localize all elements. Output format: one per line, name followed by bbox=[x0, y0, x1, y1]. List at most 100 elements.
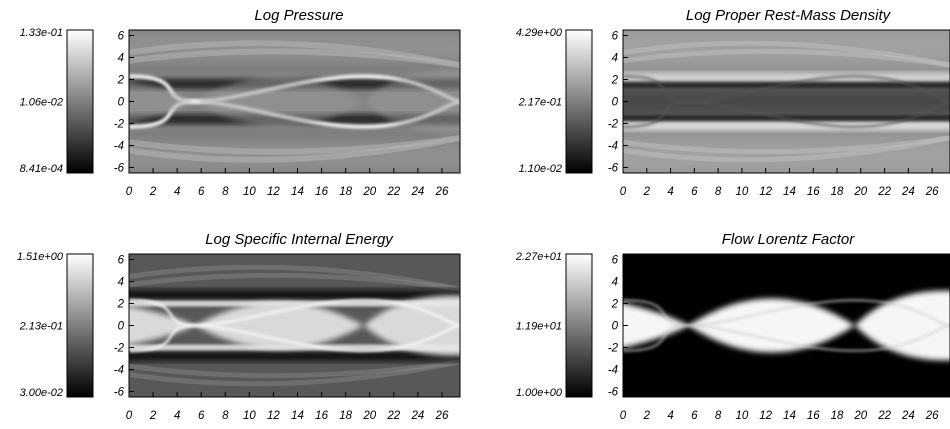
panel1-ytick-label: -6 bbox=[114, 163, 125, 175]
panel3-xtick-label: 20 bbox=[362, 410, 376, 422]
panel2-xtick-label: 10 bbox=[736, 186, 749, 198]
panel1-colorbar-max-label: 1.33e-01 bbox=[20, 27, 63, 39]
panel4-ytick-label: -4 bbox=[608, 365, 618, 377]
panel1: Log Pressure1.33e-011.06e-028.41e-046420… bbox=[20, 7, 461, 198]
panel2-xtick-label: 14 bbox=[783, 186, 796, 198]
panel1-colorbar-mid-label: 1.06e-02 bbox=[20, 97, 63, 109]
panel2-xtick-label: 4 bbox=[667, 186, 673, 198]
panel4-xtick-label: 26 bbox=[925, 410, 939, 422]
panel2-xtick-label: 20 bbox=[853, 186, 867, 198]
panel1-xtick-label: 2 bbox=[149, 186, 157, 198]
panel3-ytick-label: 2 bbox=[117, 299, 125, 311]
panel4-xtick-label: 14 bbox=[783, 410, 796, 422]
panel4-xtick-label: 0 bbox=[620, 410, 627, 422]
panel4-xtick-label: 4 bbox=[667, 410, 673, 422]
panel2-ytick-label: 4 bbox=[612, 53, 618, 65]
panel4-colorbar-mid-label: 1.19e+01 bbox=[516, 321, 562, 333]
panel2-xtick-label: 22 bbox=[877, 186, 891, 198]
panel3-xtick-label: 26 bbox=[435, 410, 449, 422]
panel2-xtick-label: 8 bbox=[715, 186, 722, 198]
panel2-ytick-label: -4 bbox=[608, 141, 618, 153]
panel2-xtick-label: 0 bbox=[620, 186, 627, 198]
panel4-xtick-label: 22 bbox=[877, 410, 891, 422]
panel4-ytick-label: 6 bbox=[612, 255, 619, 267]
panel1-field bbox=[129, 30, 460, 173]
panel2-xtick-label: 26 bbox=[925, 186, 939, 198]
panel1-xtick-label: 0 bbox=[126, 186, 133, 198]
panel2-xtick-label: 16 bbox=[807, 186, 820, 198]
panel4-colorbar bbox=[565, 253, 593, 398]
panel1-ytick-label: -4 bbox=[114, 141, 124, 153]
panel4-xtick-label: 6 bbox=[691, 410, 698, 422]
panel4-ytick-label: 2 bbox=[611, 299, 619, 311]
panel3-xtick-label: 22 bbox=[386, 410, 400, 422]
panel3-xtick-label: 8 bbox=[222, 410, 229, 422]
panel1-ytick-label: -2 bbox=[114, 119, 125, 131]
panel4-xtick-label: 24 bbox=[901, 410, 915, 422]
panel2-colorbar-mid-label: 2.17e-01 bbox=[518, 97, 562, 109]
panel4-xtick-label: 16 bbox=[807, 410, 820, 422]
panel1-xtick-label: 12 bbox=[267, 186, 280, 198]
panel4-colorbar-max-label: 2.27e+01 bbox=[515, 251, 562, 263]
panel2-colorbar-min-label: 1.10e-02 bbox=[519, 163, 562, 175]
panel4: Flow Lorentz Factor 2.27e+01 1.19e+01 1.00e… bbox=[515, 231, 950, 422]
panel1-ytick-label: 4 bbox=[118, 53, 124, 65]
panel1-xtick-label: 14 bbox=[291, 186, 304, 198]
panel3-field bbox=[129, 254, 460, 397]
panel4-ytick-label: -2 bbox=[608, 343, 619, 355]
panel3-colorbar bbox=[66, 253, 94, 398]
panel2-ytick-label: 2 bbox=[611, 75, 619, 87]
panel3-ytick-label: -6 bbox=[114, 387, 125, 399]
panel4-xtick-label: 8 bbox=[715, 410, 722, 422]
panel2-xtick-label: 6 bbox=[691, 186, 698, 198]
panel4-xtick-label: 2 bbox=[643, 410, 651, 422]
panel1-xtick-label: 6 bbox=[198, 186, 205, 198]
panel1-xtick-label: 18 bbox=[339, 186, 352, 198]
panel3-xtick-label: 2 bbox=[149, 410, 157, 422]
panel1-xtick-label: 10 bbox=[243, 186, 256, 198]
panel3-xtick-label: 0 bbox=[126, 410, 133, 422]
panel1-xtick-label: 8 bbox=[222, 186, 229, 198]
panel3-colorbar-mid-label: 2.13e-01 bbox=[19, 321, 63, 333]
panel1-colorbar-min-label: 8.41e-04 bbox=[20, 163, 63, 175]
panel4-xtick-label: 20 bbox=[853, 410, 867, 422]
panel3-ytick-label: 4 bbox=[118, 277, 124, 289]
panel1-xtick-label: 22 bbox=[386, 186, 400, 198]
panel4-xtick-label: 18 bbox=[831, 410, 844, 422]
panel3-colorbar-min-label: 3.00e-02 bbox=[20, 387, 63, 399]
panel1-xtick-label: 24 bbox=[410, 186, 424, 198]
panel2-xtick-label: 24 bbox=[901, 186, 915, 198]
panel3-colorbar-max-label: 1.51e+00 bbox=[17, 251, 64, 263]
panel1-xtick-label: 4 bbox=[174, 186, 180, 198]
panel3-ytick-label: 0 bbox=[118, 321, 125, 333]
panel3-xtick-label: 18 bbox=[339, 410, 352, 422]
panel1-ytick-label: 2 bbox=[117, 75, 125, 87]
panel4-xtick-label: 12 bbox=[759, 410, 772, 422]
panel1-ytick-label: 6 bbox=[118, 31, 125, 43]
panel3-ytick-label: -4 bbox=[114, 365, 124, 377]
panel2-title: Log Proper Rest-Mass Density bbox=[686, 7, 892, 24]
panel4-ytick-label: 0 bbox=[612, 321, 619, 333]
panel2-ytick-label: -6 bbox=[608, 163, 619, 175]
panel3-xtick-label: 12 bbox=[267, 410, 280, 422]
panel2-xtick-label: 18 bbox=[831, 186, 844, 198]
panel2-xtick-label: 2 bbox=[643, 186, 651, 198]
panel3-xtick-label: 24 bbox=[410, 410, 424, 422]
panel4-colorbar-min-label: 1.00e+00 bbox=[516, 387, 563, 399]
panel3-xtick-label: 6 bbox=[198, 410, 205, 422]
panel2-colorbar-max-label: 4.29e+00 bbox=[516, 27, 563, 39]
panel2-ytick-label: 0 bbox=[612, 97, 619, 109]
panel1-xtick-label: 16 bbox=[315, 186, 328, 198]
panel2-ytick-label: -2 bbox=[608, 119, 619, 131]
panel1-xtick-label: 20 bbox=[362, 186, 376, 198]
panel1-ytick-label: 0 bbox=[118, 97, 125, 109]
panel3-title: Log Specific Internal Energy bbox=[205, 231, 394, 248]
panel3-xtick-label: 14 bbox=[291, 410, 304, 422]
panel3: Log Specific Internal Energy 1.51e+00 2.13… bbox=[17, 231, 461, 422]
panel4-ytick-label: 4 bbox=[612, 277, 618, 289]
panel2-ytick-label: 6 bbox=[612, 31, 619, 43]
panel1-xtick-label: 26 bbox=[435, 186, 449, 198]
panel1-colorbar bbox=[66, 29, 94, 174]
panel2: Log Proper Rest-Mass Density 4.29e+00 2.17… bbox=[516, 7, 950, 198]
panel3-ytick-label: 6 bbox=[118, 255, 125, 267]
